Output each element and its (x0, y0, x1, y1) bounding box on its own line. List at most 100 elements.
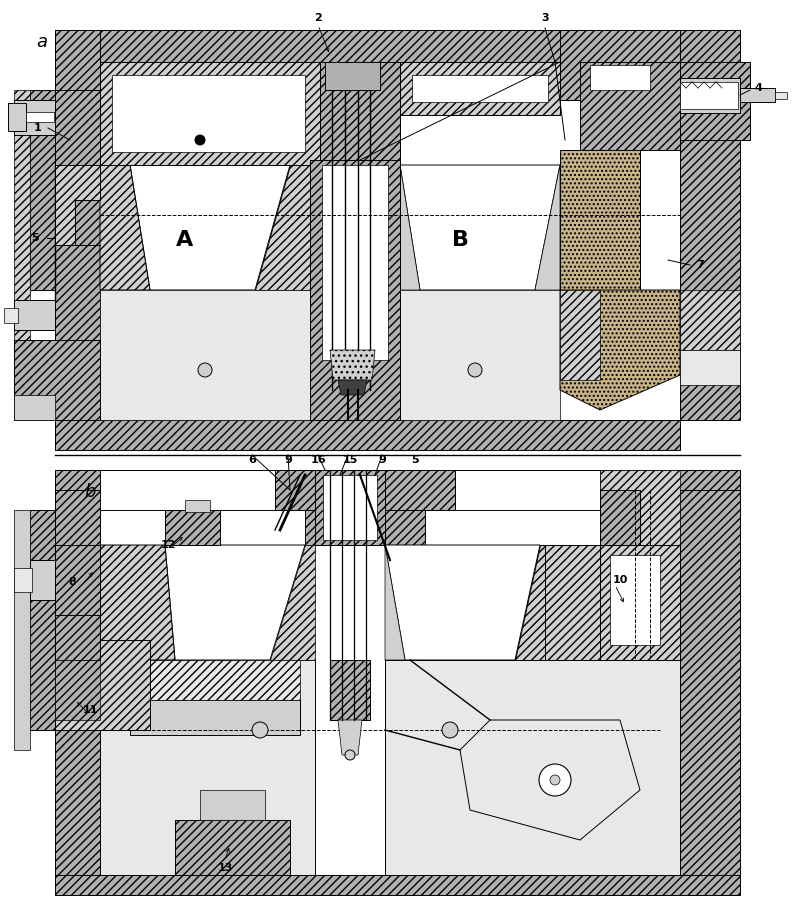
Circle shape (195, 135, 205, 145)
Text: 4: 4 (754, 83, 762, 93)
Polygon shape (55, 30, 100, 450)
Polygon shape (255, 165, 320, 290)
Polygon shape (400, 62, 560, 115)
Text: 8: 8 (68, 577, 76, 587)
Bar (26, 112, 54, 122)
Polygon shape (55, 875, 740, 895)
Polygon shape (600, 490, 640, 545)
Polygon shape (30, 510, 55, 730)
Text: a: a (37, 33, 47, 51)
Polygon shape (112, 75, 305, 152)
Circle shape (442, 722, 458, 738)
Polygon shape (680, 490, 740, 875)
Bar (8, 103, 26, 131)
Text: 5: 5 (411, 455, 419, 465)
Polygon shape (385, 545, 540, 660)
Polygon shape (55, 490, 100, 875)
Polygon shape (100, 62, 320, 115)
Polygon shape (100, 290, 310, 420)
Polygon shape (400, 165, 560, 290)
Polygon shape (460, 720, 640, 840)
Polygon shape (560, 150, 640, 290)
Polygon shape (400, 62, 560, 115)
Bar (775, 92, 787, 99)
Text: 9: 9 (284, 455, 292, 465)
Polygon shape (412, 75, 548, 102)
Polygon shape (680, 30, 740, 420)
Polygon shape (580, 62, 680, 150)
Text: 11: 11 (82, 705, 98, 715)
Polygon shape (55, 165, 100, 245)
Polygon shape (175, 820, 290, 875)
Text: 6: 6 (248, 455, 256, 465)
Polygon shape (14, 395, 55, 420)
Text: 16: 16 (310, 455, 326, 465)
Polygon shape (560, 290, 680, 410)
Polygon shape (55, 660, 100, 720)
Polygon shape (55, 545, 100, 620)
Bar (740, 88, 775, 102)
Polygon shape (322, 165, 388, 360)
Polygon shape (100, 62, 320, 75)
Circle shape (539, 764, 571, 796)
Polygon shape (14, 300, 55, 330)
Circle shape (252, 722, 268, 738)
Text: 9: 9 (378, 455, 386, 465)
Circle shape (198, 363, 212, 377)
Polygon shape (305, 510, 425, 545)
Bar (680, 350, 740, 385)
Polygon shape (100, 165, 150, 290)
Polygon shape (515, 545, 600, 660)
Polygon shape (100, 470, 275, 510)
Polygon shape (310, 160, 400, 420)
Polygon shape (560, 290, 600, 380)
Bar (30, 30, 750, 460)
Text: 10: 10 (612, 575, 628, 585)
Polygon shape (14, 340, 100, 420)
Polygon shape (338, 720, 362, 755)
Polygon shape (100, 660, 315, 875)
Polygon shape (680, 290, 740, 350)
Bar (680, 82, 738, 109)
Polygon shape (14, 510, 30, 750)
Circle shape (345, 750, 355, 760)
Polygon shape (55, 470, 740, 490)
Polygon shape (165, 545, 305, 660)
Polygon shape (130, 165, 290, 290)
Bar (680, 78, 740, 113)
Polygon shape (55, 640, 150, 730)
Text: 12: 12 (160, 540, 176, 550)
Polygon shape (680, 62, 750, 140)
Polygon shape (30, 90, 55, 290)
Polygon shape (55, 620, 100, 640)
Polygon shape (315, 470, 385, 545)
Polygon shape (55, 30, 740, 62)
Text: 1: 1 (34, 123, 42, 133)
Polygon shape (165, 510, 220, 545)
Polygon shape (55, 420, 680, 450)
Text: A: A (176, 230, 194, 250)
Polygon shape (400, 290, 560, 420)
Text: 7: 7 (696, 260, 704, 270)
Bar (590, 65, 650, 90)
Polygon shape (100, 62, 320, 165)
Polygon shape (200, 790, 265, 820)
Polygon shape (130, 700, 300, 735)
Polygon shape (130, 660, 300, 700)
Bar (4, 308, 18, 323)
Bar (185, 500, 210, 512)
Text: 15: 15 (342, 455, 358, 465)
Text: 3: 3 (541, 13, 549, 23)
Circle shape (468, 363, 482, 377)
Polygon shape (330, 350, 375, 380)
Text: 5: 5 (31, 233, 39, 243)
Polygon shape (320, 62, 400, 200)
Polygon shape (100, 545, 175, 660)
Polygon shape (560, 30, 680, 100)
Bar (14, 568, 32, 592)
Polygon shape (14, 90, 30, 395)
Circle shape (550, 775, 560, 785)
Polygon shape (600, 545, 680, 660)
Polygon shape (55, 90, 100, 165)
Polygon shape (535, 165, 560, 290)
